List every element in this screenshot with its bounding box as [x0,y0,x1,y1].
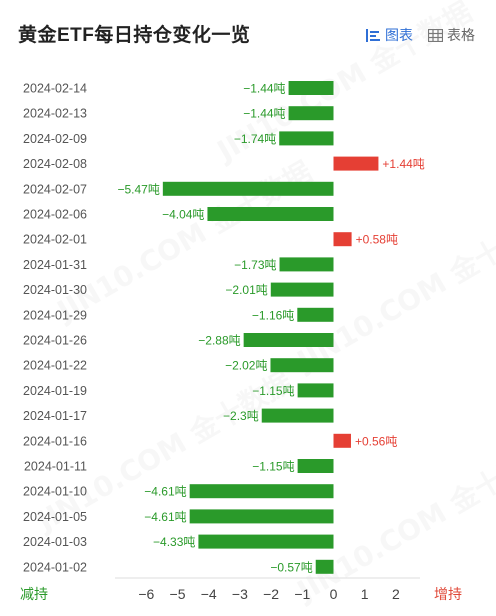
bar [297,459,334,473]
header: 黄金ETF每日持仓变化一览 图表 表格 [0,0,496,64]
bar [315,559,334,574]
category-label: 2024-02-08 [23,157,87,171]
category-label: 2024-02-14 [23,82,87,96]
category-label: 2024-02-09 [23,132,87,146]
data-label: −5.47吨 [117,182,159,196]
bar [270,282,334,297]
category-label: 2024-02-01 [23,233,87,247]
table-view-button[interactable]: 表格 [427,25,475,45]
data-label: −1.16吨 [252,308,294,322]
bar [333,433,351,448]
bar [333,232,352,247]
category-label: 2024-01-29 [23,308,87,322]
data-label: −2.88吨 [198,334,240,348]
x-tick-label: −6 [138,586,154,602]
data-label: −1.44吨 [243,82,285,96]
bar [207,207,334,221]
bar [288,81,334,95]
x-tick-label: 1 [361,586,369,602]
category-label: 2024-02-07 [23,182,87,196]
data-label: −4.61吨 [144,510,186,524]
bar [243,333,334,347]
chart-view-button[interactable]: 图表 [366,25,413,45]
category-label: 2024-02-13 [23,107,87,121]
data-label: −4.33吨 [153,535,195,549]
data-label: −1.44吨 [243,107,285,121]
category-label: 2024-01-10 [23,485,87,499]
data-label: −2.01吨 [225,283,267,297]
data-label: −1.15吨 [252,460,294,474]
data-label: −0.57吨 [270,560,312,574]
data-label: +1.44吨 [382,157,424,171]
category-label: 2024-01-11 [24,460,87,474]
chart-icon [366,28,380,42]
bar [333,156,379,171]
category-label: 2024-01-17 [23,409,87,423]
bar [288,106,334,121]
bar [297,307,334,322]
category-label: 2024-01-22 [23,359,87,373]
reduce-label: 减持 [20,586,48,602]
chart-view-label: 图表 [385,27,413,43]
x-tick-label: −5 [170,586,186,602]
page-title: 黄金ETF每日持仓变化一览 [18,25,251,46]
category-label: 2024-01-03 [23,535,87,549]
x-tick-label: −3 [232,586,248,602]
bar [162,181,334,196]
category-label: 2024-01-16 [23,434,87,448]
bar [270,358,334,373]
data-label: −1.15吨 [252,384,294,398]
x-tick-label: 0 [330,586,338,602]
data-label: +0.58吨 [356,233,398,247]
bar [189,509,334,524]
data-label: −1.74吨 [234,132,276,146]
category-label: 2024-01-02 [23,560,87,574]
bar [279,131,334,146]
x-tick-label: −4 [201,586,217,602]
data-label: +0.56吨 [355,434,397,448]
bar [189,484,334,499]
data-label: −2.3吨 [223,409,259,423]
data-label: −1.73吨 [234,258,276,272]
data-label: −4.04吨 [162,208,204,222]
x-tick-label: 2 [392,586,400,602]
bar [297,383,334,398]
data-label: −2.02吨 [225,359,267,373]
category-label: 2024-02-06 [23,208,87,222]
table-icon [427,28,444,42]
x-tick-label: −1 [294,586,310,602]
bar [279,257,334,272]
category-label: 2024-01-26 [23,334,87,348]
category-label: 2024-01-05 [23,510,87,524]
category-label: 2024-01-31 [23,258,87,272]
table-view-label: 表格 [447,27,475,43]
data-label: −4.61吨 [144,485,186,499]
bar [198,534,334,549]
bar [261,408,334,423]
category-label: 2024-01-19 [23,384,87,398]
category-label: 2024-01-30 [23,283,87,297]
x-tick-label: −2 [263,586,279,602]
increase-label: 增持 [434,586,462,602]
